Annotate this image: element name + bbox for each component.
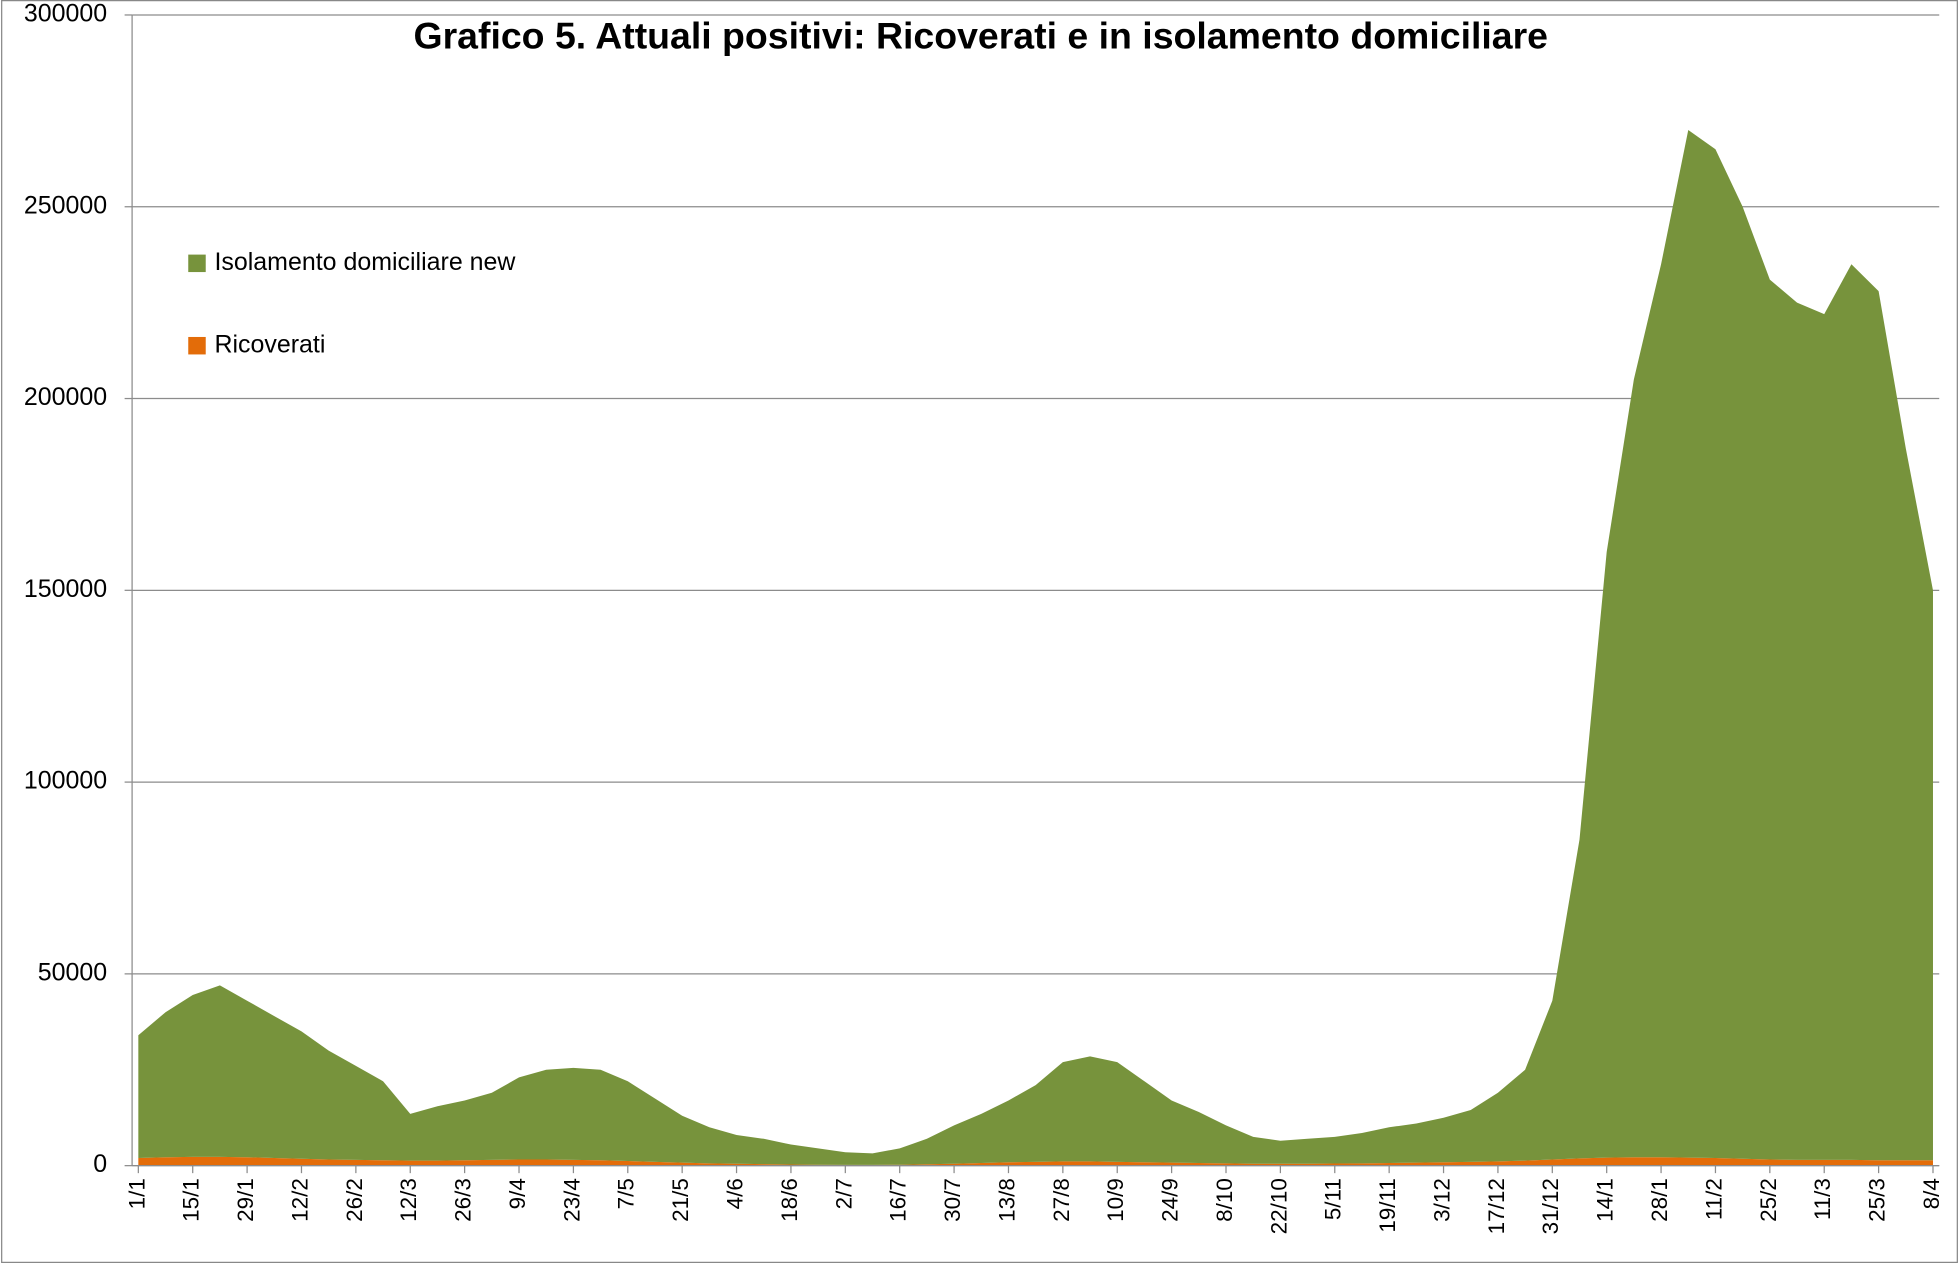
x-tick-label: 7/5 xyxy=(614,1178,639,1209)
x-tick-label: 30/7 xyxy=(940,1178,965,1222)
axes: 0 50000 100000 150000 200000 250000 300000 1/1 1… xyxy=(24,0,1944,1234)
x-tick-label: 12/3 xyxy=(396,1178,421,1222)
area xyxy=(138,1156,1933,1166)
x-tick-label: 12/2 xyxy=(287,1178,312,1222)
y-tick-label: 200000 xyxy=(24,383,107,411)
x-tick-label: 16/7 xyxy=(886,1178,911,1222)
x-tick-label: 10/9 xyxy=(1103,1178,1128,1222)
y-tick-label: 0 xyxy=(93,1150,107,1178)
x-tick-label: 9/4 xyxy=(505,1178,530,1209)
x-tick-label: 18/6 xyxy=(777,1178,802,1222)
x-tick-label: 26/3 xyxy=(451,1178,476,1222)
x-tick-label: 3/12 xyxy=(1429,1178,1454,1222)
y-tick-label: 150000 xyxy=(24,575,107,603)
legend-swatch xyxy=(188,254,206,273)
x-tick-label: 1/1 xyxy=(124,1178,149,1209)
legend-label: Ricoverati xyxy=(214,330,325,358)
x-tick-label: 24/9 xyxy=(1158,1178,1183,1222)
x-tick-label: 13/8 xyxy=(994,1178,1019,1222)
x-tick-label: 15/1 xyxy=(179,1178,204,1222)
x-tick-label: 26/2 xyxy=(342,1178,367,1222)
x-tick-label: 8/4 xyxy=(1919,1178,1944,1209)
y-tick-label: 250000 xyxy=(24,191,107,219)
x-tick-label: 28/1 xyxy=(1647,1178,1672,1222)
y-tick-label: 50000 xyxy=(38,958,107,986)
x-tick-label: 21/5 xyxy=(668,1178,693,1222)
x-tick-label: 14/1 xyxy=(1593,1178,1618,1222)
areas xyxy=(138,130,1933,1166)
x-tick-label: 31/12 xyxy=(1538,1178,1563,1234)
x-tick-label: 25/2 xyxy=(1756,1178,1781,1222)
x-tick-label: 8/10 xyxy=(1212,1178,1237,1222)
chart-title: Grafico 5. Attuali positivi: Ricoverati … xyxy=(413,15,1547,57)
x-tick-label: 23/4 xyxy=(559,1178,584,1222)
x-tick-label: 27/8 xyxy=(1049,1178,1074,1222)
legend-label: Isolamento domiciliare new xyxy=(214,248,516,276)
area xyxy=(138,130,1933,1165)
x-tick-label: 2/7 xyxy=(831,1178,856,1209)
y-tick-label: 300000 xyxy=(24,0,107,28)
x-tick-label: 11/2 xyxy=(1701,1178,1726,1220)
x-tick-label: 22/10 xyxy=(1266,1178,1291,1234)
legend: Isolamento domiciliare new Ricoverati xyxy=(188,248,516,358)
x-tick-label: 17/12 xyxy=(1484,1178,1509,1234)
x-tick-label: 5/11 xyxy=(1321,1178,1346,1220)
x-tick-label: 25/3 xyxy=(1865,1178,1890,1222)
x-tick-label: 29/1 xyxy=(233,1178,258,1222)
x-tick-label: 19/11 xyxy=(1375,1178,1400,1233)
y-tick-label: 100000 xyxy=(24,767,107,795)
x-tick-label: 11/3 xyxy=(1810,1178,1835,1220)
x-tick-label: 4/6 xyxy=(722,1178,747,1209)
legend-swatch xyxy=(188,336,206,355)
